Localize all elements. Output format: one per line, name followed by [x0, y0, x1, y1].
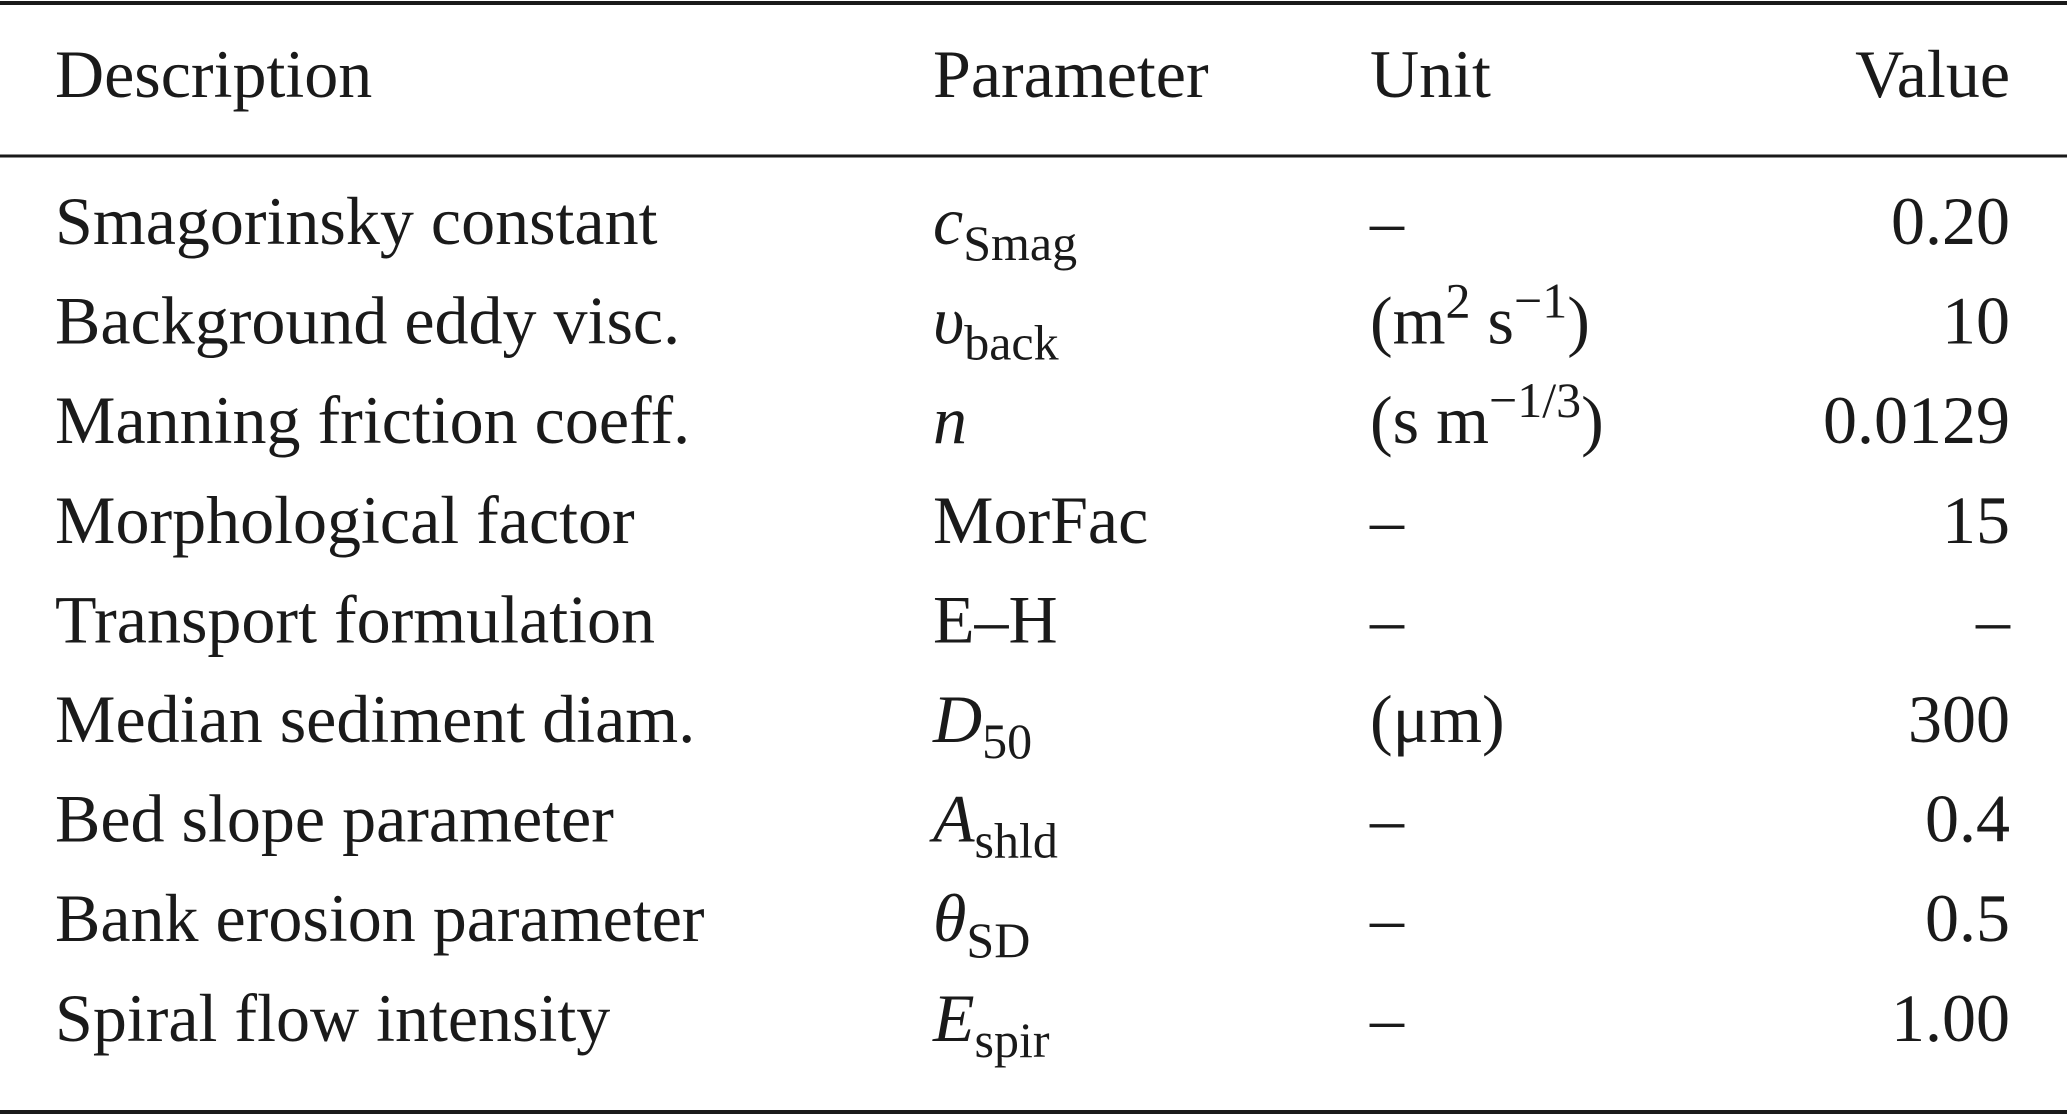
- unit-cell: –: [1369, 880, 1405, 956]
- description-cell: Morphological factor: [55, 482, 635, 558]
- unit-text: –: [1369, 980, 1405, 1056]
- parameter-symbol: n: [933, 382, 967, 458]
- unit-text: –: [1369, 183, 1405, 259]
- unit-cell: (s m−1/3): [1370, 372, 1604, 458]
- value-cell: 0.0129: [1823, 382, 2010, 458]
- parameter-symbol: υ: [933, 283, 964, 359]
- value-cell: 0.5: [1925, 880, 2010, 956]
- parameter-symbol: A: [929, 781, 975, 857]
- header-cell: Value: [1855, 36, 2010, 112]
- parameter-symbol: c: [933, 183, 963, 259]
- parameter-cell: υback: [933, 283, 1059, 371]
- parameter-cell: θSD: [933, 880, 1030, 968]
- unit-cell: –: [1369, 781, 1405, 857]
- header-cell: Description: [55, 36, 372, 112]
- value-cell: 0.20: [1891, 183, 2010, 259]
- unit-text: (m: [1370, 283, 1446, 359]
- unit-text: –: [1369, 880, 1405, 956]
- header-cell: Unit: [1370, 36, 1491, 112]
- parameter-cell: MorFac: [933, 482, 1148, 558]
- parameter-subscript: spir: [975, 1012, 1050, 1068]
- parameter-subscript: shld: [975, 813, 1058, 869]
- unit-cell: –: [1369, 482, 1405, 558]
- description-cell: Background eddy visc.: [55, 283, 680, 359]
- unit-cell: –: [1369, 581, 1405, 657]
- parameter-cell: Espir: [932, 980, 1050, 1068]
- unit-superscript: −1: [1514, 273, 1567, 329]
- parameter-symbol: MorFac: [933, 482, 1148, 558]
- unit-text: (s m: [1370, 382, 1489, 458]
- unit-text: ): [1581, 382, 1604, 458]
- value-cell: 15: [1942, 482, 2010, 558]
- description-cell: Smagorinsky constant: [55, 183, 658, 259]
- description-cell: Spiral flow intensity: [55, 980, 610, 1056]
- header-cell: Parameter: [933, 36, 1209, 112]
- unit-cell: –: [1369, 980, 1405, 1056]
- description-cell: Bank erosion parameter: [55, 880, 705, 956]
- parameter-symbol: D: [932, 681, 982, 757]
- unit-text: s: [1471, 283, 1514, 359]
- parameter-subscript: Smag: [963, 215, 1077, 271]
- unit-cell: (m2 s−1): [1370, 273, 1590, 359]
- parameter-cell: E–H: [933, 581, 1058, 657]
- unit-superscript: −1/3: [1489, 372, 1581, 428]
- parameter-cell: n: [933, 382, 967, 458]
- unit-cell: –: [1369, 183, 1405, 259]
- value-cell: 10: [1942, 283, 2010, 359]
- parameter-symbol: θ: [933, 880, 966, 956]
- parameter-symbol: E–H: [933, 581, 1058, 657]
- unit-text: (μm): [1370, 681, 1505, 757]
- description-cell: Transport formulation: [55, 581, 655, 657]
- unit-superscript: 2: [1446, 273, 1471, 329]
- value-cell: –: [1975, 581, 2011, 657]
- unit-text: –: [1369, 482, 1405, 558]
- description-cell: Manning friction coeff.: [55, 382, 690, 458]
- description-cell: Median sediment diam.: [55, 681, 695, 757]
- value-cell: 300: [1908, 681, 2010, 757]
- parameter-cell: cSmag: [933, 183, 1077, 271]
- value-cell: 1.00: [1891, 980, 2010, 1056]
- parameter-cell: D50: [932, 681, 1032, 769]
- unit-cell: (μm): [1370, 681, 1505, 757]
- parameter-cell: Ashld: [929, 781, 1058, 869]
- parameter-subscript: 50: [982, 713, 1032, 769]
- unit-text: –: [1369, 581, 1405, 657]
- parameter-symbol: E: [932, 980, 975, 1056]
- unit-text: ): [1567, 283, 1590, 359]
- description-cell: Bed slope parameter: [55, 781, 614, 857]
- unit-text: –: [1369, 781, 1405, 857]
- value-cell: 0.4: [1925, 781, 2010, 857]
- parameter-subscript: SD: [966, 912, 1030, 968]
- parameter-subscript: back: [964, 315, 1058, 371]
